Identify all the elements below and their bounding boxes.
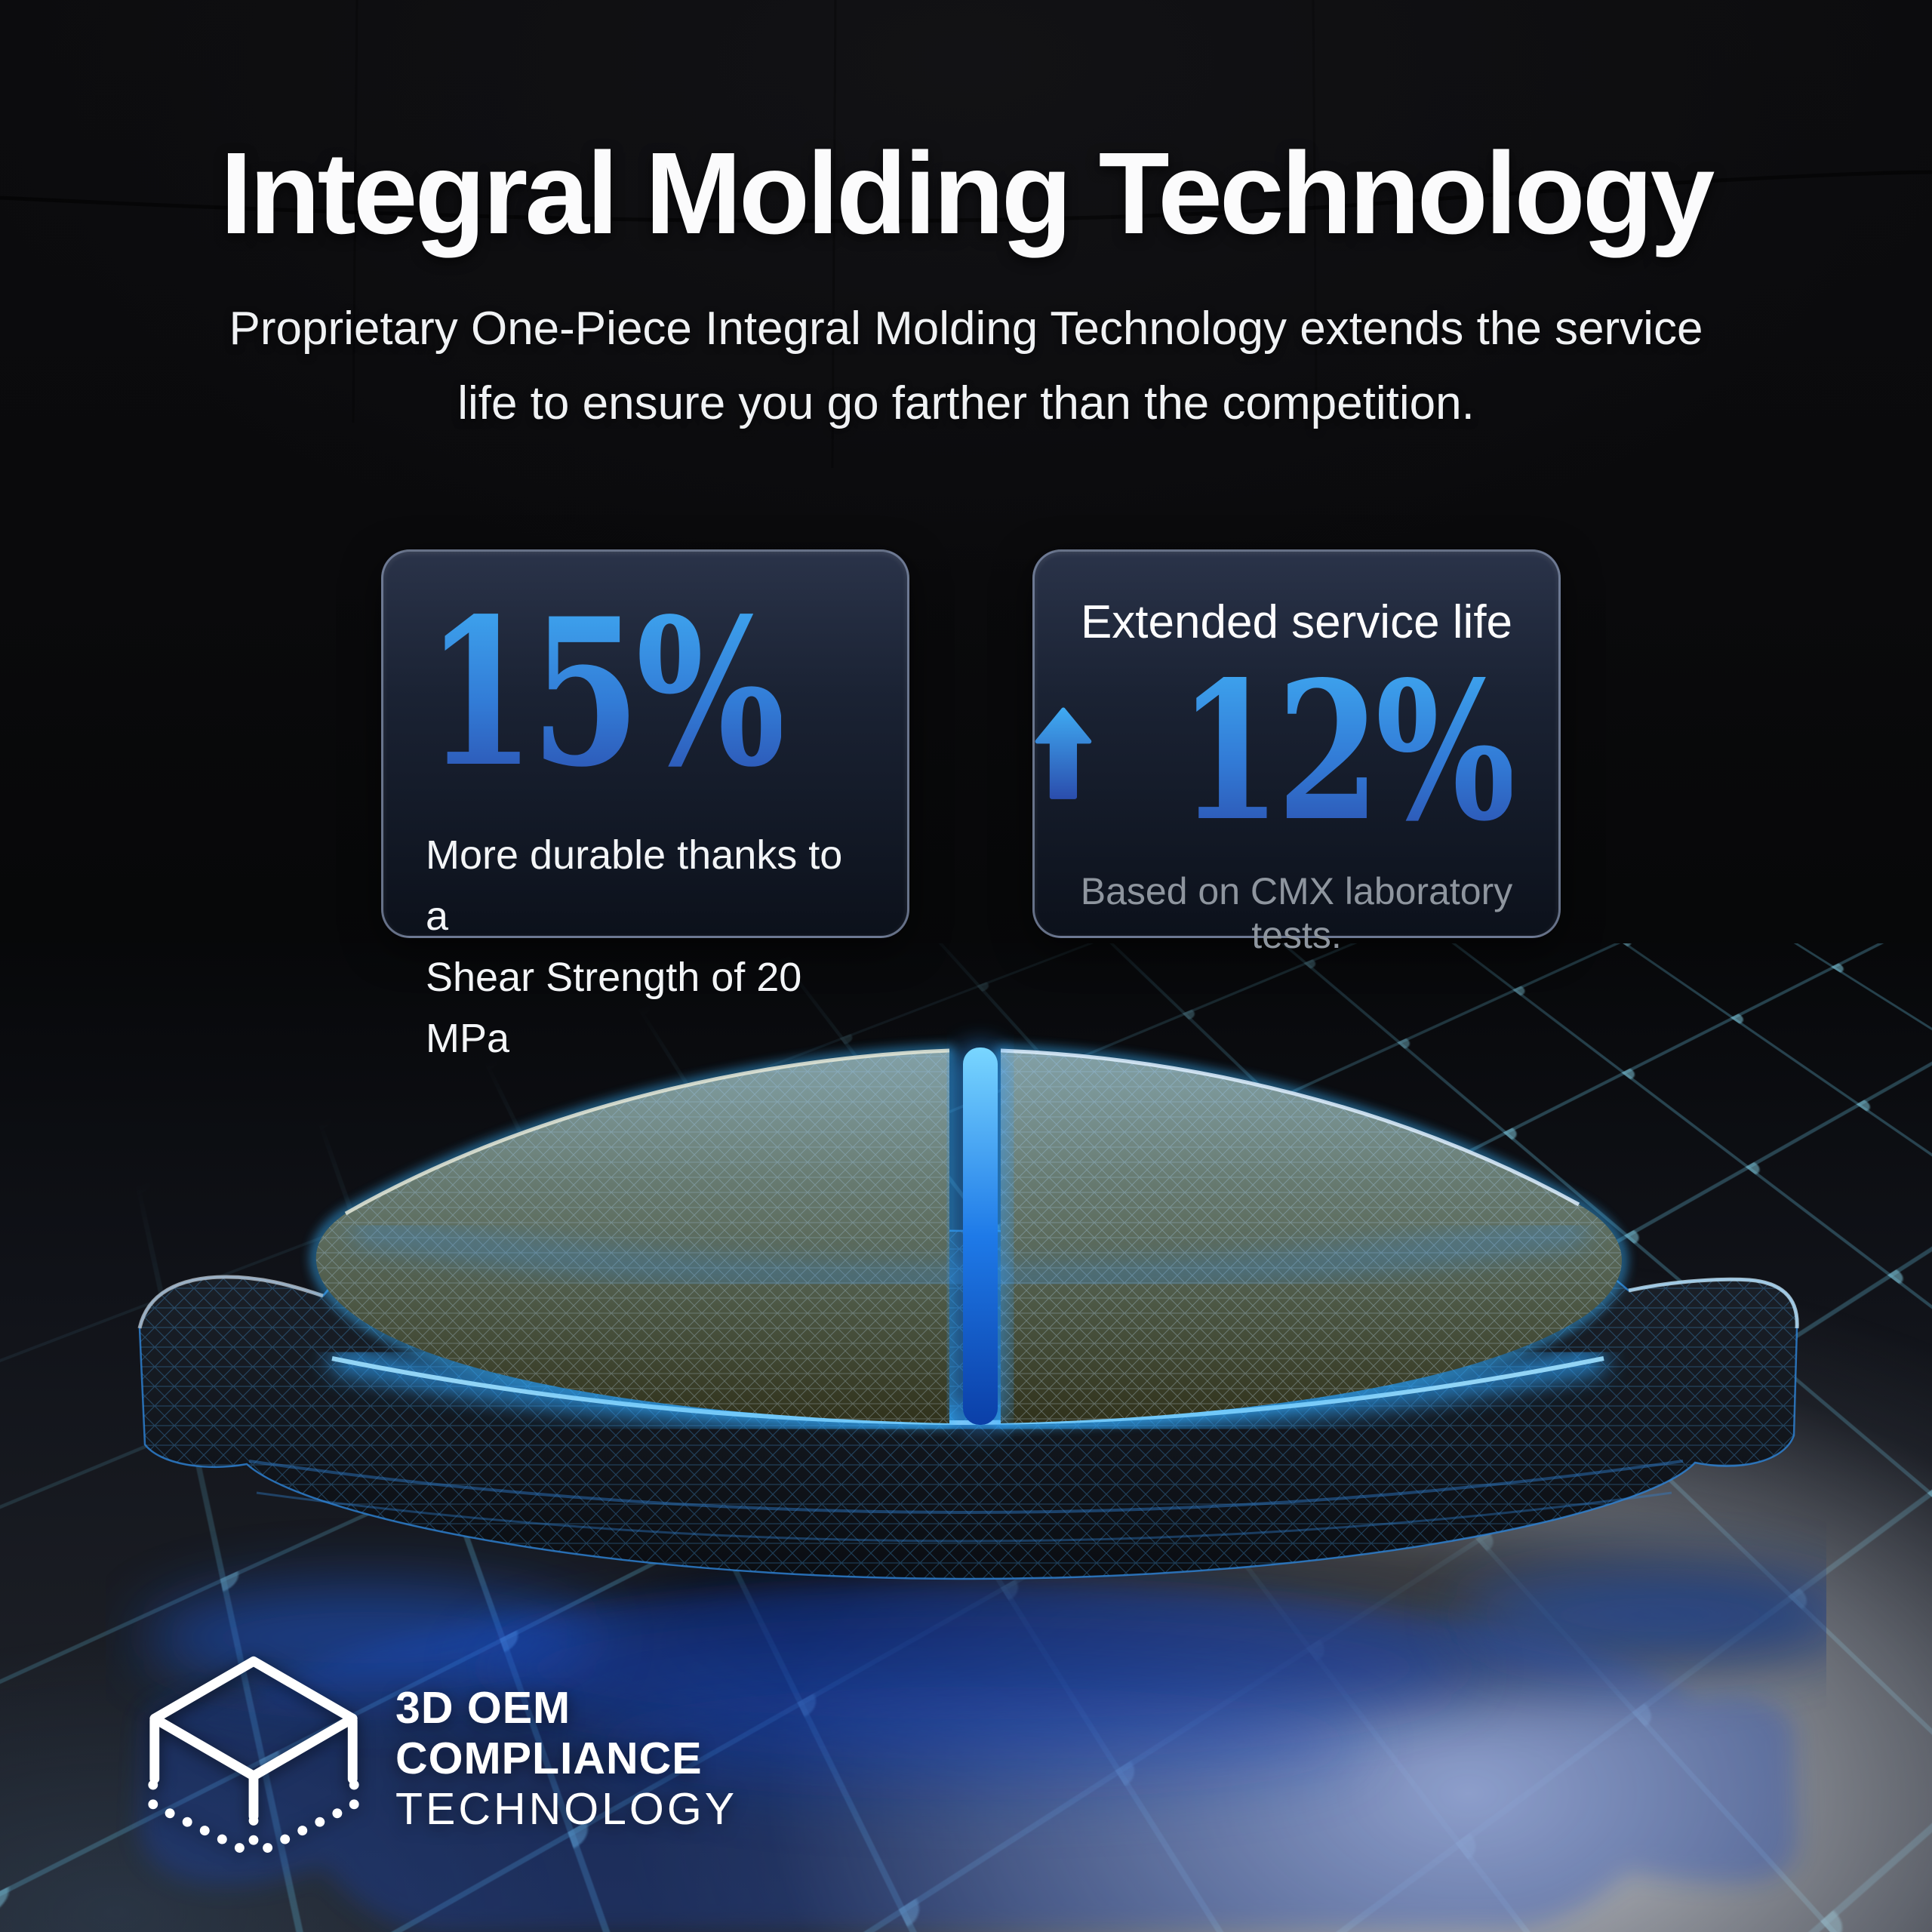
durability-description: More durable thanks to a Shear Strength … [383,825,907,1069]
logo-line-3: TECHNOLOGY [395,1783,738,1834]
logo-line-1: 3D OEM [395,1682,571,1733]
durability-desc-line-1: More durable thanks to a [426,832,843,939]
service-life-card: Extended service life 12% Based on CMX l… [1032,549,1561,956]
service-life-stat: 12% [1178,640,1516,863]
backing-plate [137,1226,1799,1580]
service-life-heading: Extended service life [1080,596,1513,648]
brand-logo-text: 3D OEM COMPLIANCE TECHNOLOGY [395,1683,737,1835]
brake-pad-3d-render [137,1044,1826,1932]
arrow-up-icon [1035,707,1092,799]
page-title: Integral Molding Technology [220,128,1715,258]
wireframe-cube-icon [148,1656,359,1860]
durability-stat: 15% [426,574,786,812]
durability-desc-line-2: Shear Strength of 20 MPa [426,955,802,1061]
center-slot [952,1044,1008,1431]
durability-card: 15% More durable thanks to a Shear Stren… [381,549,909,1061]
logo-line-2: COMPLIANCE [395,1733,703,1783]
subtitle-line-2: life to ensure you go farther than the c… [457,377,1475,429]
service-life-footnote: Based on CMX laboratory tests. [1080,870,1513,956]
subtitle-line-1: Proprietary One-Piece Integral Molding T… [229,303,1703,355]
page-subtitle: Proprietary One-Piece Integral Molding T… [0,291,1932,441]
brand-logo: 3D OEM COMPLIANCE TECHNOLOGY [142,1651,737,1866]
background-wall [0,0,1932,1026]
friction-pad-left [312,1046,953,1428]
wall-seams [0,0,1932,1026]
friction-pad-right [997,1046,1626,1428]
